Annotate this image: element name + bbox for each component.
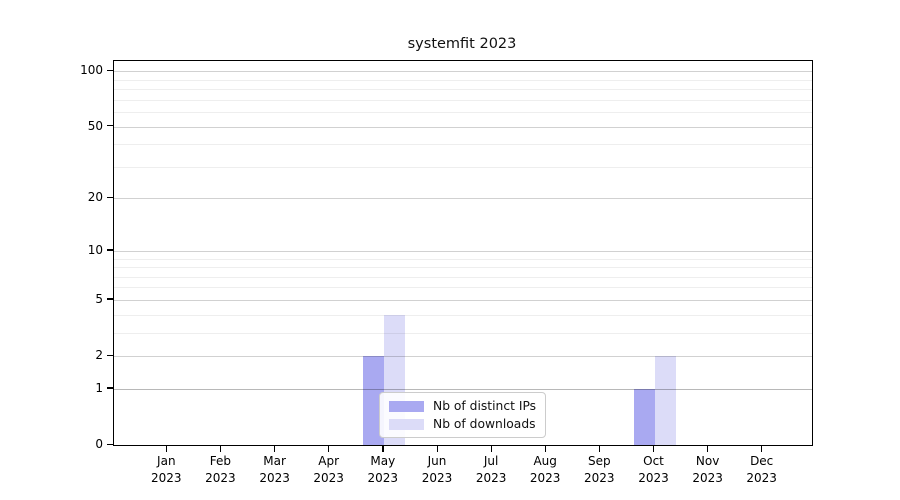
gridline-minor-4 [114, 314, 812, 316]
y-tick-label-1: 1 [95, 380, 103, 395]
gridline-minor-90 [114, 79, 812, 81]
y-tick-20 [107, 196, 113, 199]
x-label-year: 2023 [746, 470, 777, 485]
legend-entry-downloads: Nb of downloads [389, 417, 536, 431]
gridline-minor-7 [114, 276, 812, 278]
x-tick-apr [328, 445, 330, 452]
y-tick-1 [107, 387, 113, 389]
y-tick-0 [107, 443, 113, 445]
gridline-2 [114, 356, 812, 357]
x-label-year: 2023 [584, 470, 615, 485]
x-label-month: Feb [209, 454, 232, 468]
x-tick-label-may: May 2023 [351, 453, 415, 486]
x-tick-label-jan: Jan 2023 [134, 453, 198, 486]
x-tick-label-jun: Jun 2023 [405, 453, 469, 486]
gridline-minor-6 [114, 287, 812, 289]
bar-downloads-oct [654, 356, 676, 445]
x-label-month: Jan [157, 454, 176, 468]
x-tick-dec [761, 445, 763, 452]
gridline-1 [114, 388, 812, 390]
gridline-minor-3 [114, 332, 812, 334]
gridline-10 [114, 250, 812, 252]
gridline-minor-70 [114, 99, 812, 101]
x-tick-label-jul: Jul 2023 [459, 453, 523, 486]
x-label-year: 2023 [638, 470, 669, 485]
x-label-year: 2023 [529, 470, 561, 485]
x-label-month: Jun [427, 454, 447, 468]
x-label-month: Sep [587, 454, 611, 468]
x-tick-jun [436, 445, 438, 452]
x-label-year: 2023 [313, 470, 344, 485]
x-label-month: Aug [533, 454, 557, 468]
gridline-minor-30 [114, 166, 812, 168]
x-tick-mar [274, 445, 276, 452]
y-tick-10 [107, 249, 113, 251]
x-label-year: 2023 [692, 470, 723, 485]
y-tick-5 [107, 298, 113, 300]
x-label-year: 2023 [259, 470, 290, 485]
x-label-year: 2023 [475, 470, 507, 485]
y-tick-label-10: 10 [87, 242, 103, 257]
plot-area: Nb of distinct IPs Nb of downloads [113, 60, 813, 446]
gridline-minor-8 [114, 267, 812, 268]
gridline-5 [114, 299, 812, 301]
x-label-year: 2023 [205, 470, 236, 485]
bar-distinct-ips-oct [633, 388, 655, 445]
gridline-minor-9 [114, 258, 812, 260]
x-label-month: Oct [643, 454, 664, 468]
y-tick-label-0: 0 [95, 437, 103, 451]
x-tick-oct [653, 445, 655, 452]
y-tick-50 [107, 125, 113, 127]
x-label-year: 2023 [421, 470, 453, 485]
x-tick-label-sep: Sep 2023 [567, 453, 631, 486]
x-label-month: Nov [695, 454, 720, 468]
x-label-year: 2023 [367, 470, 399, 485]
y-tick-label-20: 20 [87, 190, 103, 205]
x-label-year: 2023 [151, 470, 182, 485]
legend-label-distinct-ips: Nb of distinct IPs [433, 399, 537, 413]
x-label-month: Mar [263, 454, 286, 468]
x-tick-aug [544, 445, 546, 452]
x-label-month: Jul [483, 454, 499, 468]
x-tick-sep [598, 445, 601, 452]
x-tick-label-oct: Oct 2023 [622, 453, 686, 486]
x-tick-label-dec: Dec 2023 [730, 453, 794, 486]
y-tick-label-5: 5 [95, 291, 103, 306]
x-tick-jul [490, 445, 492, 452]
gridline-minor-80 [114, 89, 812, 90]
legend-label-downloads: Nb of downloads [433, 417, 536, 431]
x-tick-nov [707, 445, 709, 452]
legend-swatch-downloads [389, 418, 424, 430]
gridline-50 [114, 126, 812, 128]
gridline-100 [114, 71, 812, 73]
legend-entry-distinct-ips: Nb of distinct IPs [389, 399, 536, 413]
x-tick-label-feb: Feb 2023 [188, 453, 252, 486]
y-tick-label-2: 2 [95, 348, 103, 362]
x-label-month: Apr [318, 454, 340, 468]
x-tick-may [382, 445, 384, 452]
x-tick-jan [165, 445, 168, 452]
bar-distinct-ips-may [362, 356, 384, 445]
legend-swatch-distinct-ips [389, 400, 424, 412]
gridline-20 [114, 198, 812, 200]
x-tick-label-aug: Aug 2023 [513, 453, 577, 486]
y-tick-100 [107, 69, 113, 71]
y-tick-label-50: 50 [87, 118, 103, 133]
legend: Nb of distinct IPs Nb of downloads [379, 392, 547, 438]
x-label-month: Dec [750, 454, 774, 468]
gridline-minor-60 [114, 112, 812, 113]
x-tick-label-nov: Nov 2023 [676, 453, 740, 486]
y-tick-2 [107, 354, 113, 356]
x-tick-label-apr: Apr 2023 [297, 453, 361, 486]
gridline-minor-40 [114, 144, 812, 146]
x-tick-label-mar: Mar 2023 [243, 453, 307, 486]
x-tick-feb [219, 445, 222, 452]
x-label-month: May [370, 454, 396, 468]
chart-title: systemfit 2023 [407, 36, 517, 52]
y-tick-label-100: 100 [80, 63, 103, 78]
